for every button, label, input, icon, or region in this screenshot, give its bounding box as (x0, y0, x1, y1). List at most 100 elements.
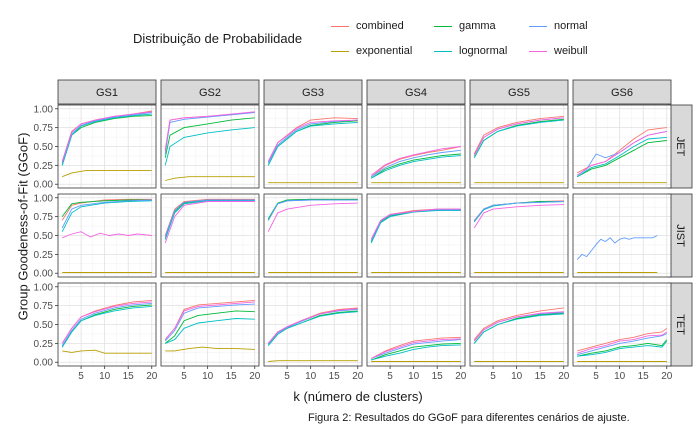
series-line-lognormal (371, 344, 461, 361)
series-line-normal (473, 201, 564, 222)
series-line-lognormal (576, 136, 667, 178)
y-tick-label: 0.75 (34, 123, 54, 134)
strip-TET (667, 282, 693, 367)
y-tick-label: 0.00 (34, 180, 54, 191)
strip-label-GS4: GS4 (405, 87, 427, 99)
series-line-weibull (267, 202, 358, 232)
strip-label-JET: JET (674, 137, 686, 157)
series-line-normal (370, 149, 461, 178)
series-line-normal (576, 235, 658, 260)
series-line-combined (370, 146, 461, 178)
x-tick-label: 5 (181, 371, 187, 382)
strip-GS6 (572, 79, 672, 105)
x-tick-label: 5 (490, 371, 496, 382)
figure-caption: Figura 2: Resultados do GGoF para difere… (308, 412, 630, 424)
panel-border (366, 282, 466, 367)
strip-JET (667, 104, 693, 189)
legend-item-weibull: weibull (529, 44, 588, 58)
series-line-exponential (62, 349, 152, 354)
strip-label-GS1: GS1 (96, 87, 118, 99)
y-tick-label: 0.25 (34, 250, 54, 261)
series-line-weibull (267, 119, 358, 162)
y-tick-label: 0.25 (34, 161, 54, 172)
series-line-exponential (62, 170, 152, 178)
strip-label-TET: TET (674, 314, 686, 335)
panel-border (263, 282, 363, 367)
series-line-lognormal (370, 210, 461, 244)
x-tick-label: 5 (78, 371, 84, 382)
series-line-normal (61, 199, 152, 229)
legend-label: exponential (356, 45, 413, 57)
panel-border (160, 104, 260, 189)
strip-GS3 (263, 79, 363, 105)
strip-label-GS3: GS3 (302, 87, 324, 99)
series-line-lognormal (61, 113, 152, 166)
series-line-lognormal (61, 305, 152, 348)
panel-border (366, 104, 466, 189)
strip-GS1 (57, 79, 157, 105)
x-tick-label: 10 (408, 371, 420, 382)
y-tick-label: 0.75 (34, 301, 54, 312)
series-line-combined (473, 115, 564, 155)
series-line-weibull (164, 201, 255, 244)
series-line-lognormal (370, 155, 461, 179)
panel-border (469, 193, 569, 278)
y-tick-label: 0.50 (34, 320, 54, 331)
series-line-weibull (61, 301, 152, 344)
x-tick-label: 15 (226, 371, 238, 382)
panel-border (366, 193, 466, 278)
series-line-weibull (370, 208, 461, 240)
x-tick-label: 5 (284, 371, 290, 382)
x-tick-label: 10 (305, 371, 317, 382)
series-line-normal (267, 308, 358, 345)
series-line-weibull (164, 301, 255, 340)
series-line-weibull (473, 311, 564, 342)
y-tick-label: 0.50 (34, 231, 54, 242)
x-tick-label: 10 (202, 371, 214, 382)
panel-border (263, 193, 363, 278)
strip-label-GS6: GS6 (611, 87, 633, 99)
x-tick-label: 15 (123, 371, 135, 382)
series-line-normal (164, 199, 255, 238)
x-tick-label: 10 (99, 371, 111, 382)
series-line-weibull (371, 338, 461, 359)
series-line-normal (61, 302, 152, 346)
series-line-weibull (473, 117, 564, 156)
strip-GS4 (366, 79, 466, 105)
series-line-weibull (577, 331, 668, 354)
strip-JIST (667, 193, 693, 278)
series-line-exponential (268, 360, 358, 362)
series-line-lognormal (61, 200, 152, 232)
legend-label: combined (356, 20, 404, 32)
y-tick-label: 0.75 (34, 212, 54, 223)
series-line-weibull (576, 130, 667, 176)
series-line-lognormal (164, 127, 255, 166)
x-tick-label: 15 (535, 371, 547, 382)
panel-border (469, 282, 569, 367)
series-line-weibull (370, 146, 461, 176)
x-tick-label: 5 (593, 371, 599, 382)
series-line-gamma (164, 310, 255, 344)
series-line-combined (370, 336, 461, 359)
x-tick-label: 15 (329, 371, 341, 382)
x-tick-label: 10 (614, 371, 626, 382)
x-tick-label: 15 (432, 371, 444, 382)
legend-label: weibull (554, 45, 588, 57)
panel-border (263, 104, 363, 189)
legend-swatch (331, 25, 349, 27)
strip-label-JIST: JIST (674, 224, 686, 247)
series-line-normal (577, 333, 667, 356)
series-line-gamma (371, 342, 461, 361)
panel-border (469, 104, 569, 189)
panel-border (572, 193, 672, 278)
x-tick-label: 15 (638, 371, 650, 382)
x-tick-label: 10 (511, 371, 523, 382)
legend-swatch (529, 50, 547, 52)
strip-label-GS5: GS5 (508, 87, 530, 99)
strip-label-GS2: GS2 (199, 87, 221, 99)
series-line-weibull (267, 308, 358, 344)
x-tick-label: 5 (387, 371, 393, 382)
series-line-lognormal (577, 340, 668, 357)
series-line-combined (577, 327, 668, 352)
